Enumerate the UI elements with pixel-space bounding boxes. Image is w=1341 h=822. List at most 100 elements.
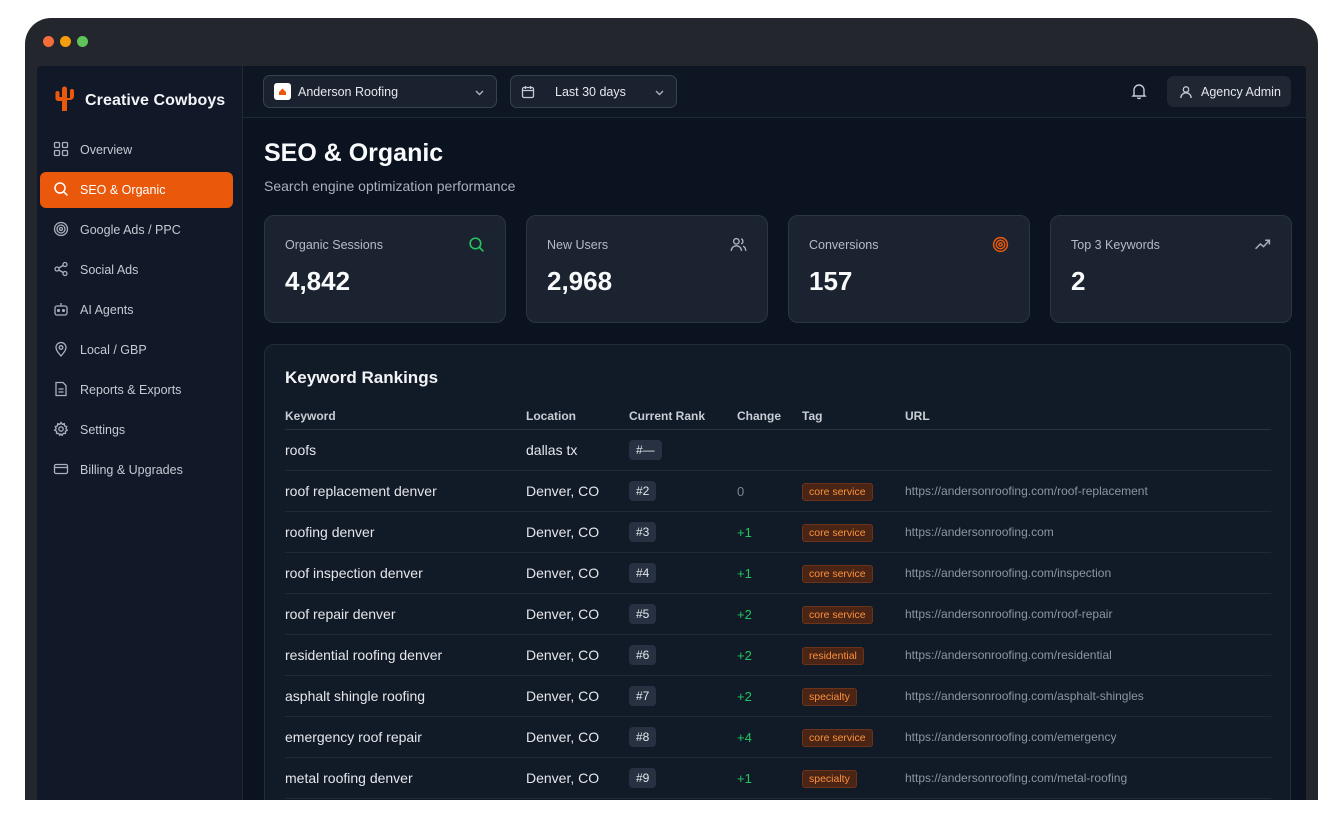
client-logo-icon (274, 83, 291, 100)
window-controls (43, 36, 88, 47)
sidebar-item-overview[interactable]: Overview (40, 132, 233, 168)
rank-badge: #5 (629, 604, 657, 624)
url-link[interactable]: https://andersonroofing.com/emergency (905, 730, 1117, 744)
table-row[interactable]: roof inspection denver Denver, CO #4 +1 core… (285, 553, 1271, 594)
table-header: Keyword Location Current Rank Change Tag… (285, 403, 1271, 430)
tag-cell: core service (802, 728, 905, 747)
change-cell: +1 (737, 770, 752, 786)
rank-badge: #2 (629, 481, 657, 501)
rank-badge: #7 (629, 686, 657, 706)
user-name: Agency Admin (1201, 84, 1281, 99)
table-row[interactable]: residential roofing denver Denver, CO #6 +2… (285, 635, 1271, 676)
keyword-cell: emergency roof repair (285, 729, 422, 745)
target-icon (992, 236, 1009, 253)
user-menu-button[interactable]: Agency Admin (1167, 76, 1291, 107)
keyword-cell: roofs (285, 442, 317, 458)
stat-value: 2,968 (547, 266, 613, 296)
location-cell: Denver, CO (526, 565, 600, 581)
calendar-icon (521, 85, 535, 99)
stat-card-conversions: Conversions 157 (788, 215, 1030, 323)
close-dot[interactable] (43, 36, 54, 47)
maximize-dot[interactable] (77, 36, 88, 47)
sidebar-item-settings[interactable]: Settings (40, 412, 233, 448)
column-header-location[interactable]: Location (526, 409, 576, 423)
url-link[interactable]: https://andersonroofing.com (905, 525, 1054, 539)
sidebar-item-local[interactable]: Local / GBP (40, 332, 233, 368)
column-header-rank[interactable]: Current Rank (629, 409, 706, 423)
panel-title: Keyword Rankings (285, 368, 439, 387)
trending-up-icon (1254, 236, 1271, 253)
tag-badge: specialty (802, 687, 857, 706)
location-cell: Denver, CO (526, 770, 600, 786)
stat-label: Organic Sessions (285, 238, 383, 252)
sidebar-item-label: Settings (80, 423, 126, 437)
stat-label: New Users (547, 238, 609, 252)
rank-badge: #4 (629, 563, 657, 583)
keyword-cell: roof replacement denver (285, 483, 437, 499)
location-cell: Denver, CO (526, 647, 600, 663)
date-range-select[interactable]: Last 30 days (510, 75, 677, 108)
rank-cell: #4 (629, 563, 737, 583)
date-range-label: Last 30 days (555, 84, 626, 99)
column-header-keyword[interactable]: Keyword (285, 409, 336, 423)
page-subtitle: Search engine optimization performance (264, 178, 516, 194)
stat-card-organic-sessions: Organic Sessions 4,842 (264, 215, 506, 323)
device-frame: Creative Cowboys Overview SEO & Organic … (25, 18, 1318, 800)
change-cell: 0 (737, 483, 745, 499)
sidebar-item-social-ads[interactable]: Social Ads (40, 252, 233, 288)
rank-badge: #8 (629, 727, 657, 747)
sidebar-item-google-ads[interactable]: Google Ads / PPC (40, 212, 233, 248)
minimize-dot[interactable] (60, 36, 71, 47)
column-header-change[interactable]: Change (737, 409, 782, 423)
sidebar-item-seo[interactable]: SEO & Organic (40, 172, 233, 208)
table-body: roofs dallas tx #— roof replacement denver D… (285, 430, 1271, 799)
tag-badge: core service (802, 728, 873, 747)
url-link[interactable]: https://andersonroofing.com/inspection (905, 566, 1112, 580)
chevron-down-icon (654, 87, 665, 98)
url-link[interactable]: https://andersonroofing.com/residential (905, 648, 1112, 662)
sidebar: Creative Cowboys Overview SEO & Organic … (37, 66, 243, 800)
table-row[interactable]: metal roofing denver Denver, CO #9 +1 specia… (285, 758, 1271, 799)
tag-badge: core service (802, 605, 873, 624)
rank-badge: #— (629, 440, 662, 460)
sidebar-item-ai-agents[interactable]: AI Agents (40, 292, 233, 328)
url-link[interactable]: https://andersonroofing.com/metal-roofin… (905, 771, 1128, 785)
stat-value: 2 (1071, 266, 1086, 296)
table-row[interactable]: roofs dallas tx #— (285, 430, 1271, 471)
rank-badge: #6 (629, 645, 657, 665)
change-cell: +2 (737, 606, 752, 622)
chevron-down-icon (474, 87, 485, 98)
tag-cell: core service (802, 482, 905, 501)
keyword-cell: roof repair denver (285, 606, 396, 622)
stat-card-new-users: New Users 2,968 (526, 215, 768, 323)
table-row[interactable]: roof repair denver Denver, CO #5 +2 core ser… (285, 594, 1271, 635)
brand[interactable]: Creative Cowboys (53, 84, 225, 117)
table-row[interactable]: asphalt shingle roofing Denver, CO #7 +2 spe… (285, 676, 1271, 717)
location-cell: Denver, CO (526, 729, 600, 745)
column-header-url[interactable]: URL (905, 409, 930, 423)
search-icon (468, 236, 485, 253)
page-title: SEO & Organic (264, 139, 444, 167)
rank-cell: #5 (629, 604, 737, 624)
share-icon (53, 261, 69, 280)
sidebar-item-billing[interactable]: Billing & Upgrades (40, 452, 233, 488)
url-link[interactable]: https://andersonroofing.com/roof-replace… (905, 484, 1148, 498)
location-cell: Denver, CO (526, 483, 600, 499)
rank-cell: #7 (629, 686, 737, 706)
keyword-rankings-panel: Keyword Rankings Keyword Location Curren… (264, 344, 1291, 800)
table-row[interactable]: emergency roof repair Denver, CO #8 +4 core … (285, 717, 1271, 758)
stat-card-top-keywords: Top 3 Keywords 2 (1050, 215, 1292, 323)
sidebar-item-label: Reports & Exports (80, 383, 182, 397)
client-select[interactable]: Anderson Roofing (263, 75, 497, 108)
sidebar-item-reports[interactable]: Reports & Exports (40, 372, 233, 408)
credit-card-icon (53, 461, 69, 480)
stat-label: Conversions (809, 238, 879, 252)
app-window: Creative Cowboys Overview SEO & Organic … (37, 66, 1306, 800)
url-link[interactable]: https://andersonroofing.com/asphalt-shin… (905, 689, 1144, 703)
column-header-tag[interactable]: Tag (802, 409, 823, 423)
url-link[interactable]: https://andersonroofing.com/roof-repair (905, 607, 1113, 621)
table-row[interactable]: roofing denver Denver, CO #3 +1 core service… (285, 512, 1271, 553)
brand-name: Creative Cowboys (85, 91, 226, 109)
table-row[interactable]: roof replacement denver Denver, CO #2 0 core… (285, 471, 1271, 512)
bell-icon[interactable] (1130, 82, 1148, 100)
